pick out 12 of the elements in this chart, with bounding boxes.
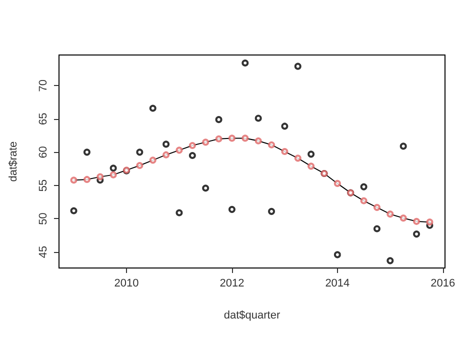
x-tick-label: 2016 xyxy=(430,278,456,290)
x-axis-title: dat$quarter xyxy=(224,310,280,322)
x-tick-label: 2010 xyxy=(114,278,139,290)
y-tick-label: 70 xyxy=(38,79,50,92)
y-tick-label: 50 xyxy=(38,212,50,225)
y-tick-label: 55 xyxy=(38,179,50,192)
x-tick-label: 2012 xyxy=(220,278,244,290)
y-tick-label: 65 xyxy=(38,112,50,126)
y-tick-label: 60 xyxy=(38,146,50,158)
y-tick-label: 45 xyxy=(38,246,50,258)
y-axis-title: dat$rate xyxy=(8,141,20,182)
x-tick-label: 2014 xyxy=(325,278,350,290)
